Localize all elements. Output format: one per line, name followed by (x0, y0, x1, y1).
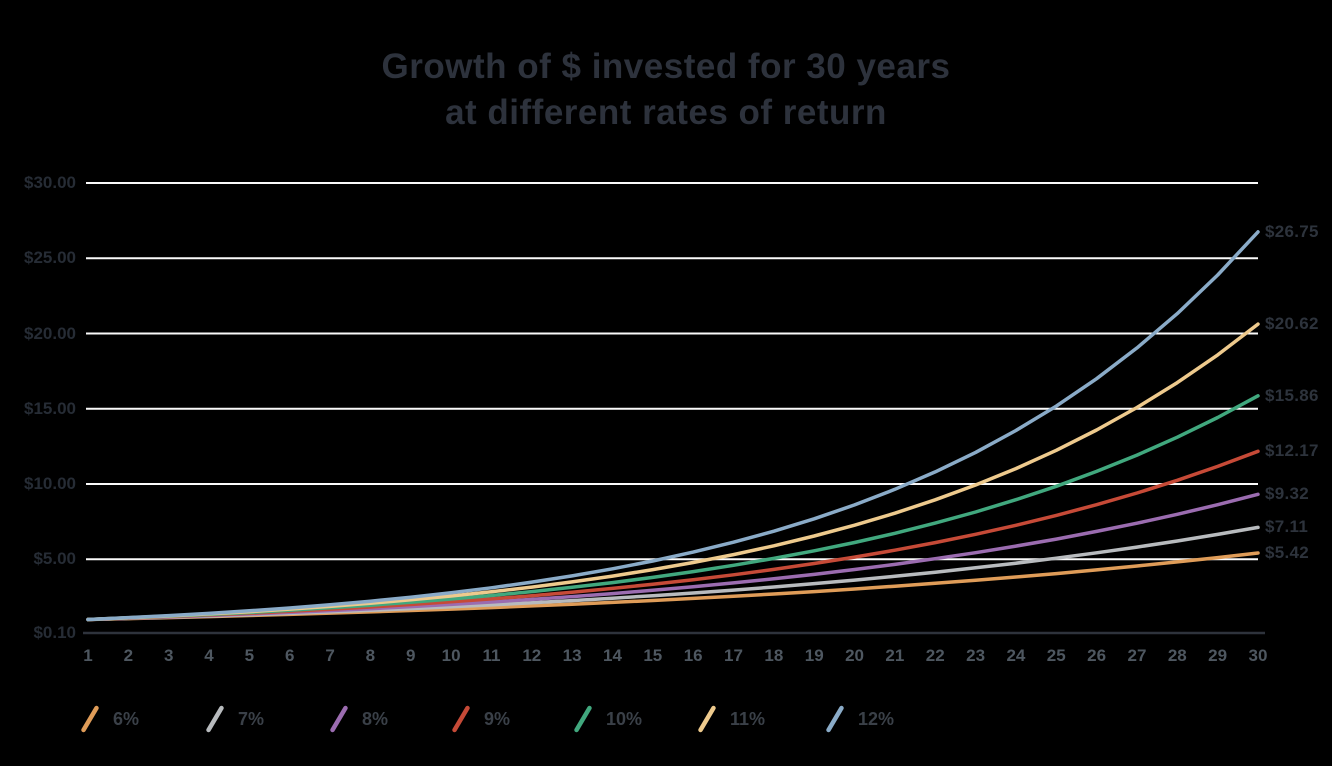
x-axis-label: 30 (1248, 646, 1268, 665)
legend-label: 7% (238, 708, 265, 729)
x-axis-label: 7 (325, 646, 335, 665)
y-axis-label: $10.00 (24, 474, 76, 493)
y-axis-label: $20.00 (24, 323, 76, 343)
y-axis-label: $30.00 (24, 173, 76, 192)
chart-title: Growth of $ invested for 30 years at dif… (0, 44, 1332, 136)
x-axis-label: 21 (885, 646, 905, 665)
legend-label: 6% (113, 708, 140, 729)
x-axis-label: 16 (683, 646, 703, 665)
legend-swatch-icon (330, 705, 348, 733)
legend-swatch-icon (206, 705, 224, 733)
x-axis-label: 13 (562, 646, 582, 665)
x-axis-label: 3 (163, 646, 174, 665)
x-axis-label: 29 (1208, 646, 1228, 665)
x-axis-label: 2 (123, 646, 134, 665)
series-end-label-7pct: $7.11 (1265, 517, 1309, 537)
x-axis-label: 12 (522, 646, 542, 665)
legend-item-11pct: 11% (697, 704, 765, 734)
x-axis-label: 25 (1046, 646, 1066, 665)
legend-item-6pct: 6% (80, 704, 139, 734)
legend-label: 8% (362, 708, 389, 729)
legend-label: 12% (858, 708, 895, 729)
legend-item-8pct: 8% (329, 704, 388, 734)
legend-swatch-icon (81, 705, 99, 733)
legend-label: 10% (606, 708, 643, 729)
legend-swatch-icon (698, 705, 716, 733)
legend-label: 11% (730, 708, 766, 729)
x-axis-label: 1 (83, 646, 93, 665)
x-axis-label: 24 (1006, 646, 1026, 665)
x-axis-label: 5 (244, 646, 255, 665)
x-axis-label: 23 (966, 646, 986, 665)
x-axis-label: 6 (284, 646, 295, 665)
chart-title-line-2: at different rates of return (445, 93, 887, 132)
y-axis-label: $0.10 (33, 623, 76, 642)
x-axis-label: 27 (1127, 646, 1147, 665)
y-axis-label: $5.00 (33, 549, 76, 569)
x-axis-label: 15 (643, 646, 663, 665)
legend-item-7pct: 7% (205, 704, 264, 734)
series-end-label-8pct: $9.32 (1265, 484, 1310, 504)
x-axis-label: 8 (365, 646, 376, 665)
series-end-label-10pct: $15.86 (1265, 385, 1319, 405)
x-axis-label: 19 (804, 646, 824, 665)
legend-swatch-icon (574, 705, 592, 733)
x-axis-label: 10 (441, 646, 461, 665)
x-axis-label: 17 (724, 646, 743, 665)
x-axis-label: 22 (925, 646, 945, 665)
legend-item-9pct: 9% (451, 704, 510, 734)
legend-swatch-icon (452, 705, 470, 733)
x-axis-label: 26 (1087, 646, 1107, 665)
series-end-label-12pct: $26.75 (1265, 221, 1319, 241)
legend-swatch-icon (826, 705, 844, 733)
x-axis-label: 9 (406, 646, 416, 665)
x-axis-label: 4 (204, 646, 214, 665)
chart-title-line-1: Growth of $ invested for 30 years (381, 47, 951, 86)
y-axis-label: $25.00 (24, 248, 76, 268)
x-axis-label: 20 (845, 646, 865, 665)
x-axis-label: 28 (1167, 646, 1187, 665)
x-axis-label: 14 (603, 646, 622, 665)
series-end-label-9pct: $12.17 (1265, 441, 1319, 461)
x-axis-label: 18 (764, 646, 784, 665)
series-end-label-6pct: $5.42 (1265, 542, 1310, 562)
legend-item-10pct: 10% (573, 704, 642, 734)
series-end-label-11pct: $20.62 (1265, 314, 1319, 334)
legend-label: 9% (484, 708, 511, 729)
x-axis-label: 11 (482, 646, 501, 665)
y-axis-label: $15.00 (24, 398, 76, 418)
series-line-12pct (86, 230, 1260, 622)
legend-item-12pct: 12% (825, 704, 894, 734)
